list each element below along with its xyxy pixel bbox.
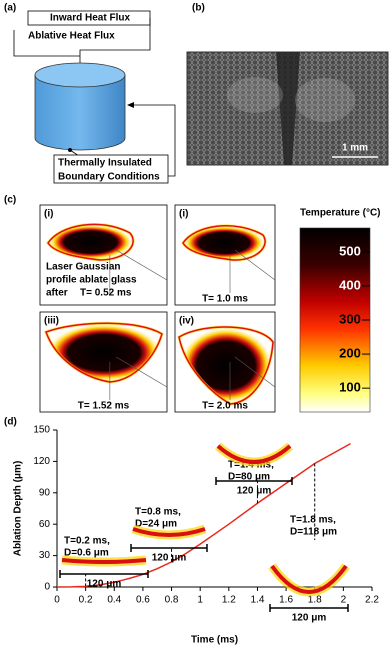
note: after (46, 288, 68, 299)
arrow (68, 148, 72, 152)
x-tick-label: 0.6 (136, 595, 150, 606)
annotation: D=24 μm (135, 519, 177, 530)
annotation: D=118 μm (290, 527, 337, 538)
y-axis-title: Ablation Depth (μm) (13, 461, 24, 557)
mesh-shade (295, 78, 355, 122)
heat-edge (47, 223, 134, 261)
guide-line (116, 249, 168, 281)
label: Inward Heat Flux (50, 13, 130, 24)
label-box (53, 154, 169, 184)
y-tick-label: 150 (33, 425, 50, 436)
x-tick-label: 1.6 (279, 595, 293, 606)
panel-label: (a) (4, 3, 16, 14)
note: Laser Gaussian (46, 262, 120, 273)
mesh-shade (227, 77, 283, 113)
connector (13, 30, 80, 57)
profile (270, 564, 348, 594)
connector (130, 104, 176, 177)
x-tick-label: 1.2 (222, 595, 236, 606)
colorbar-tick-label: 400 (339, 277, 361, 292)
x-tick-label: 0.4 (107, 595, 121, 606)
colorbar-tick-label: 100 (339, 380, 361, 395)
colorbar-tick-label: 300 (339, 311, 361, 326)
note: profile ablate glass (46, 275, 137, 286)
panel-label: (b) (192, 3, 205, 14)
x-tick-label: 0.8 (165, 595, 179, 606)
x-tick-label: 0 (54, 595, 60, 606)
simulation-images: (i) Laser Gaussian profile ablate glass aft… (39, 204, 276, 413)
label: Thermally Insulated (58, 158, 152, 169)
heat-edge (178, 326, 274, 405)
scale-label: 120 μm (87, 579, 122, 590)
heat-edge (182, 224, 266, 261)
cylinder (34, 74, 126, 151)
refined-zone (276, 52, 300, 165)
guide-line (116, 356, 168, 388)
x-tick-label: 0.2 (79, 595, 93, 606)
colorbar-tick-label: 200 (339, 346, 361, 361)
connector (79, 18, 151, 68)
x-tick-label: 2 (341, 595, 347, 606)
panel-label: (d) (4, 417, 17, 428)
x-tick-label: 1.8 (308, 595, 322, 606)
colorbar (299, 227, 371, 413)
guide-line (234, 356, 276, 388)
scale-label: 120 μm (237, 486, 272, 497)
scale-label: 120 μm (152, 553, 187, 564)
y-tick-label: 0 (44, 582, 50, 593)
y-tick-label: 120 (33, 456, 50, 467)
colorbar-title: Temperature (°C) (300, 208, 381, 219)
guide-line (234, 249, 276, 281)
annotation: D=0.6 μm (64, 548, 109, 559)
caption: T= 2.0 ms (202, 401, 248, 412)
arrow (127, 102, 134, 108)
image-label: (iv) (179, 316, 194, 327)
panel-label: (c) (4, 195, 16, 206)
annotation: T=1.8 ms, (290, 515, 336, 526)
image-label: (i) (44, 209, 53, 220)
scale-label: 1 mm (342, 143, 368, 154)
y-tick-label: 60 (39, 519, 51, 530)
x-tick-label: 1.4 (251, 595, 265, 606)
colorbar-ticks: 100 200 300 400 500 (339, 243, 370, 395)
label: Ablative Heat Flux (28, 31, 115, 42)
plot: 0 0.2 0.4 0.6 0.8 1 1.2 1.4 1.6 1.8 2 2.2 0 30 60 90 120… (13, 425, 380, 646)
heat-edge (45, 322, 163, 383)
x-tick-label: 1 (197, 595, 203, 606)
scale-label: 120 μm (292, 613, 327, 624)
profile (61, 558, 147, 564)
x-axis-title: Time (ms) (191, 635, 238, 646)
annotation: T=0.8 ms, (135, 507, 181, 518)
annotation: D=80 μm (228, 472, 270, 483)
y-tick-label: 30 (39, 550, 51, 561)
profile (216, 444, 292, 464)
profile (132, 527, 206, 537)
x-tick-label: 2.2 (365, 595, 379, 606)
y-tick-label: 90 (39, 487, 51, 498)
colorbar-tick-label: 500 (339, 243, 361, 258)
label: Boundary Conditions (58, 172, 160, 183)
caption: T= 1.0 ms (202, 294, 248, 305)
image-label: (i) (179, 209, 188, 220)
image-label: (iii) (44, 316, 59, 327)
annotation: T=0.2 ms, (64, 536, 110, 547)
caption: T= 0.52 ms (80, 288, 132, 299)
cylinder-top (34, 62, 126, 88)
caption: T= 1.52 ms (78, 401, 130, 412)
curve (56, 442, 351, 588)
